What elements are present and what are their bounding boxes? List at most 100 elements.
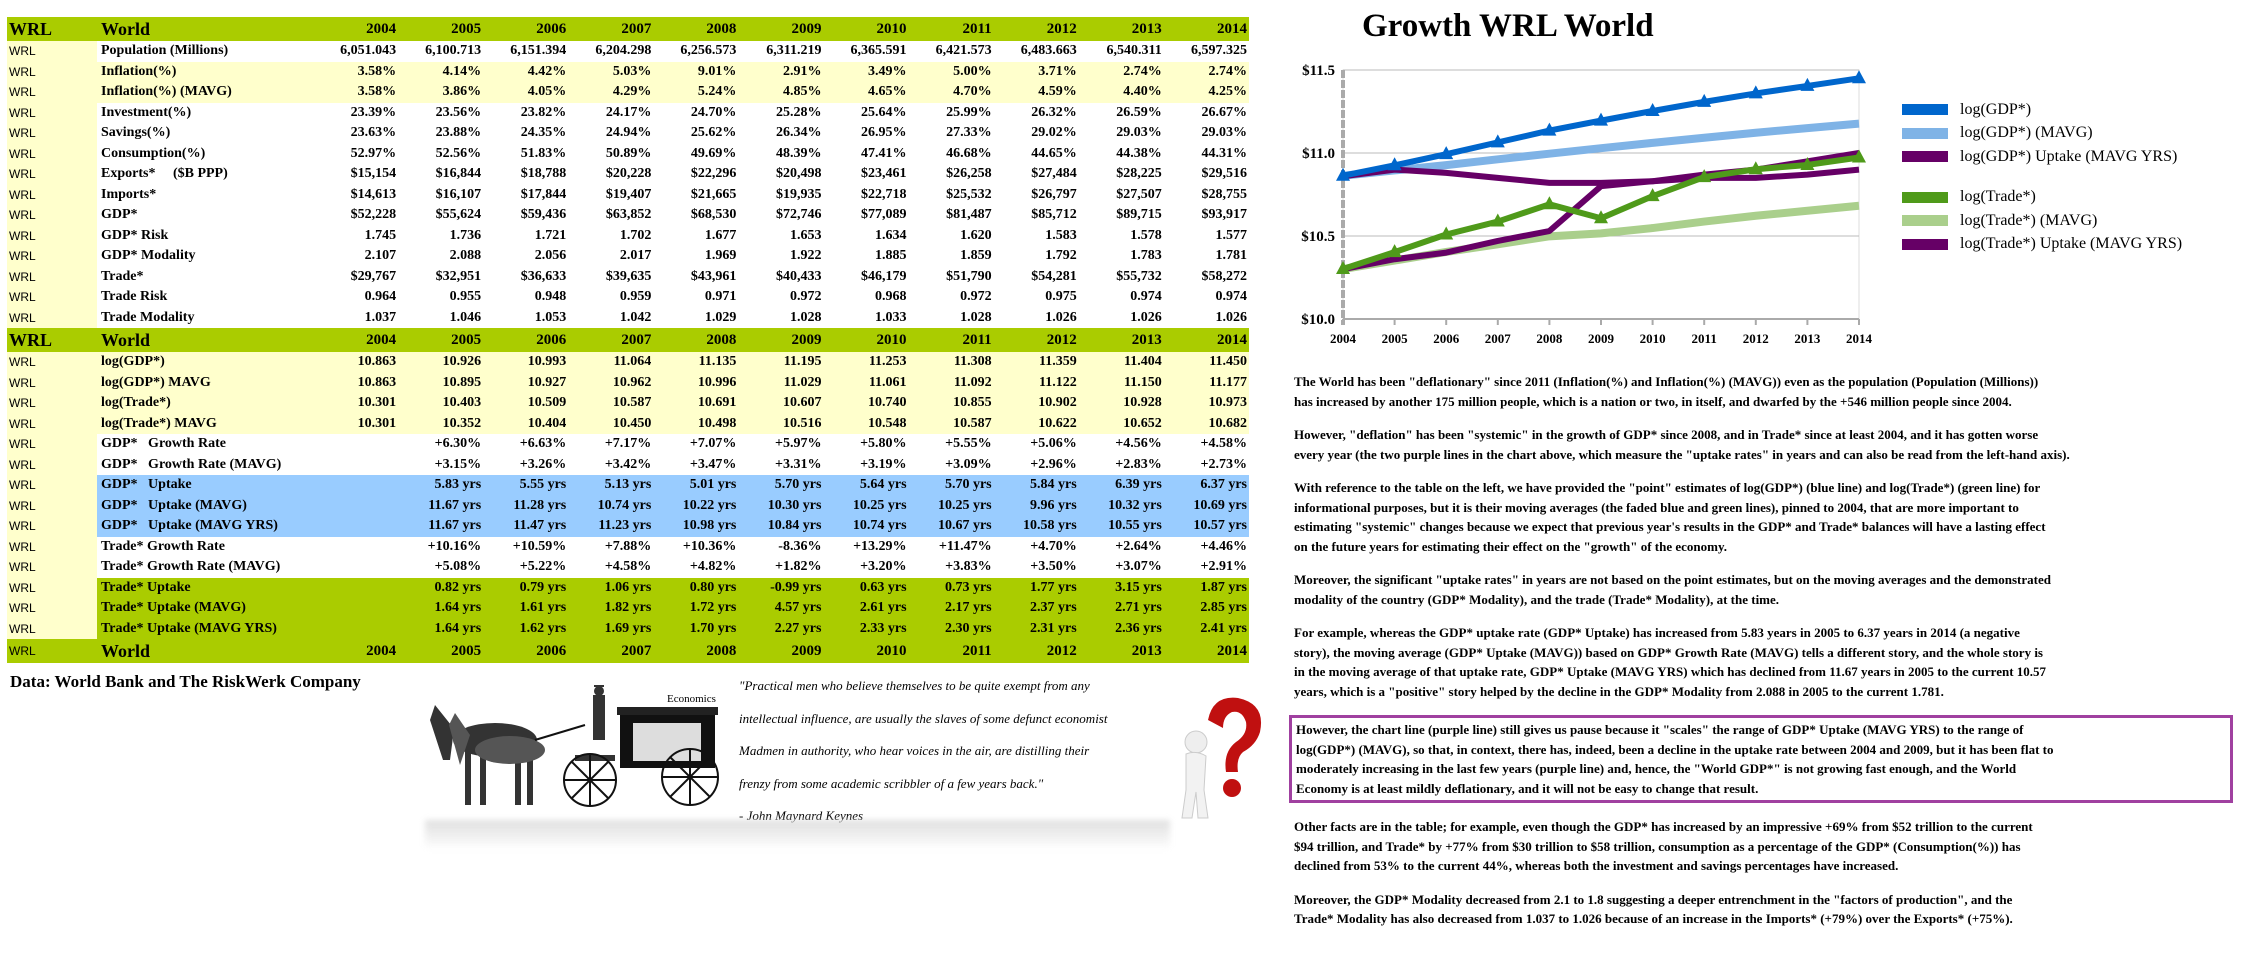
country-code: WRL	[7, 577, 97, 598]
table-cell: 4.25%	[1163, 82, 1249, 103]
year-header: 2005	[398, 17, 484, 41]
table-cell: 2.017	[619, 248, 652, 264]
table-cell: $16,844	[435, 166, 482, 182]
table-cell: $18,788	[520, 166, 567, 182]
legend-item: log(GDP*) Uptake (MAVG YRS)	[1902, 145, 2182, 169]
legend-item: log(GDP*)	[1902, 98, 2182, 122]
table-cell: 11.029	[738, 372, 824, 393]
row-label: GDP* Uptake (MAVG)	[97, 495, 313, 516]
table-cell: 1.620	[960, 227, 992, 243]
table-row: WRL Trade Modality 1.037 1.046 1.053 1.042 1.0…	[7, 307, 1249, 328]
row-label: log(Trade*) MAVG	[97, 413, 313, 434]
table-cell: $46,179	[861, 268, 907, 284]
data-point	[1542, 122, 1557, 136]
table-row: WRL GDP* Modality 2.107 2.088 2.056 2.017 1.96…	[7, 246, 1249, 267]
text-line: declined from 53% to the current 44%, wh…	[1294, 858, 1899, 873]
table-cell: $29,767	[350, 268, 397, 284]
country-code: WRL	[7, 434, 97, 455]
legend-label: log(Trade*) (MAVG)	[1960, 211, 2098, 229]
x-tick-label: 2011	[1692, 331, 1717, 346]
table-cell: +5.06%	[1030, 436, 1077, 452]
data-point	[1800, 77, 1815, 91]
table-cell: $51,790	[946, 268, 992, 284]
country-code: WRL	[7, 205, 97, 226]
table-cell: 1.053	[534, 309, 567, 325]
y-tick-label: $10.5	[1301, 229, 1335, 245]
table-row: WRL log(Trade*) MAVG 10.301 10.352 10.404 10.…	[7, 413, 1249, 434]
country-code: WRL	[7, 328, 97, 352]
table-cell: $32,951	[435, 268, 482, 284]
data-point	[1852, 70, 1866, 84]
year-header: 2004	[313, 639, 399, 663]
table-cell: $55,624	[435, 207, 482, 223]
year-header: 2007	[568, 639, 654, 663]
text-line: moderately increasing in the last few ye…	[1296, 761, 2017, 776]
commentary: The World has been "deflationary" since …	[1289, 372, 2234, 943]
table-cell: $59,436	[520, 207, 567, 223]
table-cell: 10.74 yrs	[568, 495, 654, 516]
x-tick-label: 2012	[1743, 331, 1769, 346]
data-point	[1697, 169, 1712, 183]
table-cell: 44.38%	[1116, 145, 1162, 161]
table-cell: $58,272	[1201, 268, 1248, 284]
year-header: 2006	[483, 328, 569, 352]
year-header: 2012	[993, 639, 1079, 663]
table-cell: 4.05%	[483, 82, 569, 103]
table-cell: 26.32%	[1031, 104, 1077, 120]
table-cell: 2.30 yrs	[908, 618, 994, 639]
text-line: years, which is a "positive" story helpe…	[1294, 683, 1944, 699]
table-row: WRL GDP* Growth Rate (MAVG) +3.15% +3.26% +3…	[7, 454, 1249, 475]
country-code: WRL	[7, 618, 97, 639]
table-cell: 10.22 yrs	[653, 495, 739, 516]
table-cell: 29.03%	[1201, 125, 1248, 141]
x-tick-label: 2010	[1640, 331, 1666, 346]
table-cell	[313, 618, 399, 639]
reflection-decoration	[425, 820, 1170, 850]
quote-line: intellectual influence, are usually the …	[739, 710, 1108, 726]
quote-line: "Practical men who believe themselves to…	[739, 678, 1090, 693]
y-tick-label: $11.0	[1302, 146, 1335, 162]
x-tick-label: 2014	[1846, 331, 1873, 346]
year-header: 2009	[738, 328, 824, 352]
table-cell: 1.037	[364, 309, 397, 325]
table-cell: 10.450	[568, 413, 654, 434]
table-cell: 4.85%	[738, 82, 824, 103]
table-cell	[313, 537, 398, 558]
legend-item: log(Trade*)	[1902, 186, 2182, 210]
table-cell: 1.026	[1215, 309, 1248, 325]
table-cell: 10.69 yrs	[1163, 495, 1249, 516]
country-code: WRL	[7, 143, 97, 164]
table-cell: 0.972	[789, 289, 822, 305]
table-cell: 6,421.573	[935, 43, 992, 59]
table-cell: 1.781	[1215, 248, 1248, 264]
chart-legend: log(GDP*) log(GDP*) (MAVG) log(GDP*) Upt…	[1902, 98, 2182, 256]
year-header: 2010	[823, 639, 909, 663]
row-label: Trade* Uptake (MAVG)	[97, 598, 313, 619]
table-row: WRL Trade* Growth Rate (MAVG) +5.08% +5.22%…	[7, 557, 1249, 578]
table-cell: 23.56%	[435, 104, 482, 120]
table-cell: 10.622	[993, 413, 1079, 434]
row-label: Savings(%)	[101, 125, 171, 141]
table-cell: $25,532	[946, 186, 992, 202]
year-header: 2011	[908, 17, 994, 41]
table-cell: $43,961	[690, 268, 737, 284]
table-cell: +2.96%	[1030, 456, 1077, 472]
table-row: WRL Trade* $29,767 $32,951 $36,633 $39,635 $43…	[7, 266, 1249, 287]
row-label: GDP* Uptake	[97, 475, 313, 496]
table-cell: 4.70%	[908, 82, 994, 103]
data-point	[1852, 149, 1866, 163]
table-cell: 1.721	[534, 227, 567, 243]
table-cell: 11.23 yrs	[568, 516, 654, 537]
table-cell: 11.67 yrs	[398, 516, 484, 537]
table-cell: 5.01 yrs	[653, 475, 739, 496]
table-cell: 1.702	[619, 227, 652, 243]
table-cell: 0.975	[1045, 289, 1077, 305]
data-point	[1387, 244, 1402, 258]
table-cell: +7.07%	[689, 436, 737, 452]
text-line: The World has been "deflationary" since …	[1294, 374, 2039, 389]
table-cell: 0.63 yrs	[823, 577, 909, 598]
country-code: WRL	[7, 393, 97, 414]
table-cell: +3.31%	[774, 456, 822, 472]
text-line: However, the chart line (purple line) st…	[1296, 722, 2024, 737]
data-point	[1645, 103, 1660, 117]
